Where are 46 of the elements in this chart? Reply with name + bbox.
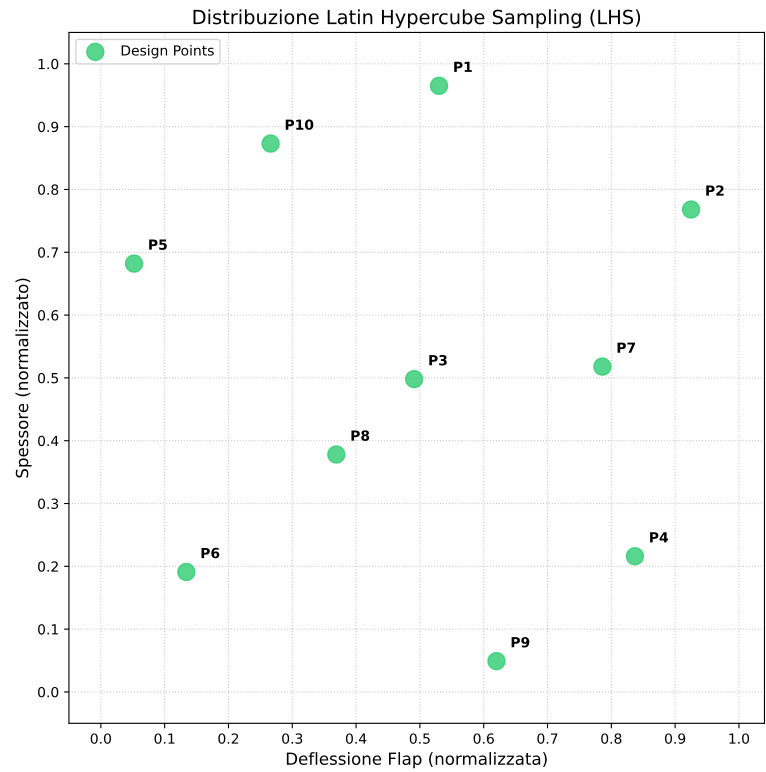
point — [261, 134, 280, 153]
legend-label: Design Points — [122, 44, 214, 58]
y-tick-label: 0.4 — [38, 436, 58, 446]
annotation: P1 — [454, 62, 472, 72]
y-axis-title: Spessore (normalizzato) — [15, 278, 32, 478]
y-tick-label: 0.2 — [38, 561, 58, 572]
chart-title: Distribuzione Latin Hypercube Sampling (LHS) — [194, 9, 640, 28]
point — [682, 200, 700, 219]
point — [327, 445, 346, 464]
y-tick-label: 0.6 — [38, 310, 58, 321]
annotation: P9 — [512, 636, 530, 648]
x-tick-label: 0.4 — [346, 733, 366, 744]
y-tick-label: 0.7 — [38, 247, 58, 258]
point — [430, 76, 448, 96]
y-tick-label: 0.9 — [38, 122, 58, 132]
point — [124, 254, 144, 273]
annotation: P6 — [202, 548, 220, 558]
y-tick-label: 0.1 — [38, 624, 58, 635]
y-tick-label: 0.0 — [38, 686, 58, 698]
annotation: P2 — [706, 185, 724, 196]
point — [593, 357, 612, 376]
annotation: P7 — [618, 342, 636, 353]
x-tick-label: 0.3 — [282, 733, 302, 744]
x-axis-title: Deflessione Flap (normalizzata) — [286, 752, 547, 768]
y-tick-label: 0.5 — [38, 372, 58, 384]
point — [626, 547, 644, 566]
annotation: P4 — [650, 532, 668, 542]
annotation: P8 — [351, 430, 370, 441]
x-tick-label: 0.0 — [90, 733, 111, 744]
x-tick-label: 0.6 — [474, 733, 494, 744]
point — [404, 370, 424, 388]
x-tick-label: 0.2 — [218, 733, 238, 744]
annotation: P10 — [286, 119, 314, 130]
x-tick-label: 0.1 — [154, 733, 174, 744]
point — [177, 562, 196, 582]
x-tick-label: 1.0 — [729, 733, 750, 744]
x-tick-label: 0.7 — [537, 733, 558, 744]
y-tick-label: 1.0 — [38, 58, 58, 70]
annotation: P5 — [149, 240, 167, 250]
x-tick-label: 0.9 — [665, 733, 686, 744]
point — [487, 652, 506, 670]
x-tick-label: 0.5 — [410, 733, 430, 744]
x-tick-label: 0.8 — [601, 733, 622, 744]
y-tick-label: 0.3 — [38, 498, 58, 509]
annotation: P3 — [429, 354, 447, 366]
y-tick-label: 0.8 — [38, 184, 58, 195]
